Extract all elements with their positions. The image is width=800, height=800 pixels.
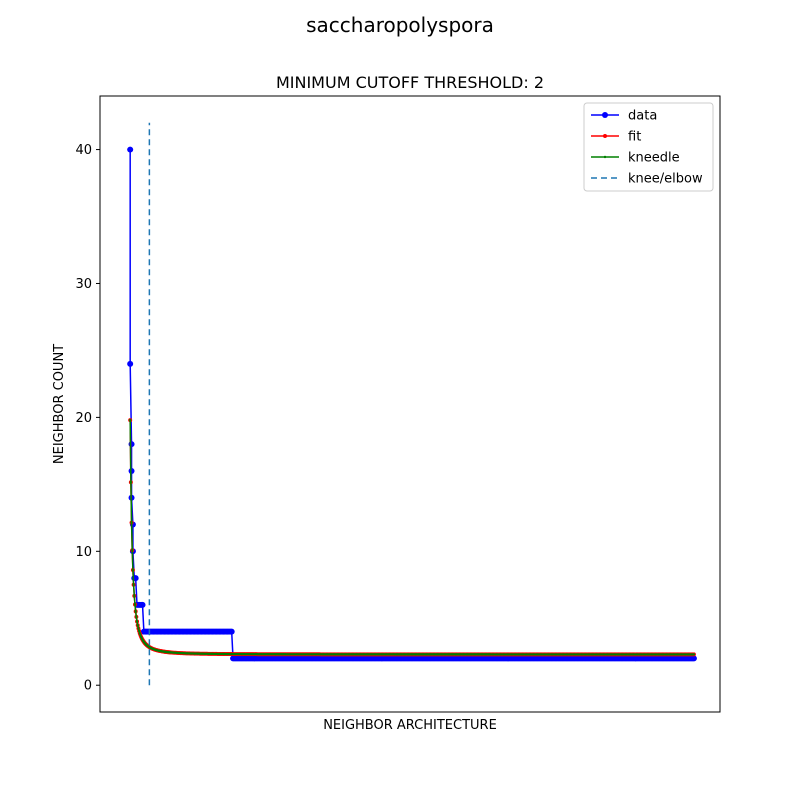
series-data (127, 146, 697, 662)
kneedle-point (136, 624, 139, 627)
legend-entry-fit: fit (591, 130, 641, 145)
legend-label: knee/elbow (628, 172, 703, 187)
y-tick-label: 10 (75, 545, 92, 560)
series-kneedle (128, 418, 696, 656)
data-point (128, 467, 135, 474)
chart-title: MINIMUM CUTOFF THRESHOLD: 2 (276, 73, 544, 92)
legend-label: kneedle (628, 151, 680, 166)
data-point (128, 441, 135, 448)
legend-entry-kneedle: kneedle (591, 151, 680, 166)
series-fit (128, 418, 696, 657)
legend-box (583, 102, 714, 192)
kneedle-point (132, 583, 135, 586)
data-point (132, 575, 139, 582)
y-tick-label: 0 (84, 679, 92, 694)
legend-marker (603, 155, 607, 159)
kneedle-point (137, 627, 140, 630)
kneedle-point (133, 603, 137, 606)
kneedle-point (133, 594, 136, 598)
legend-label: fit (628, 130, 641, 145)
data-point (127, 146, 134, 153)
fit-line (129, 420, 694, 656)
y-axis: 0 10 20 30 40 (75, 143, 100, 694)
y-tick-label: 20 (75, 411, 92, 426)
kneedle-point (134, 610, 137, 613)
legend-entry-knee-elbow: knee/elbow (591, 172, 703, 187)
y-tick-label: 40 (75, 143, 92, 158)
legend-marker (602, 112, 608, 118)
kneedle-point (138, 632, 141, 635)
legend-marker (603, 134, 607, 138)
kneedle-point (131, 568, 135, 572)
legend: data fit kneedle knee/elbow (583, 102, 714, 192)
kneedle-point (692, 653, 696, 656)
data-point (127, 360, 134, 367)
legend-entry-data: data (591, 109, 657, 124)
data-line (129, 149, 694, 660)
y-axis-label: NEIGHBOR COUNT (52, 344, 67, 464)
kneedle-point (137, 629, 141, 633)
kneedle-point (135, 615, 138, 619)
kneedle-point (128, 418, 132, 422)
data-point (139, 601, 146, 608)
data-point (690, 655, 697, 662)
kneedle-point (130, 521, 133, 524)
kneedle-point (129, 481, 133, 484)
figure-suptitle: saccharopolyspora (306, 13, 494, 37)
axes-frame (99, 95, 721, 713)
kneedle-line (129, 420, 694, 656)
data-point (228, 628, 235, 635)
plot-area (127, 122, 697, 686)
kneedle-point (135, 620, 139, 623)
kneedle-point (131, 549, 134, 552)
y-tick-label: 30 (75, 277, 92, 292)
x-axis-label: NEIGHBOR ARCHITECTURE (323, 718, 497, 733)
legend-label: data (628, 109, 657, 124)
